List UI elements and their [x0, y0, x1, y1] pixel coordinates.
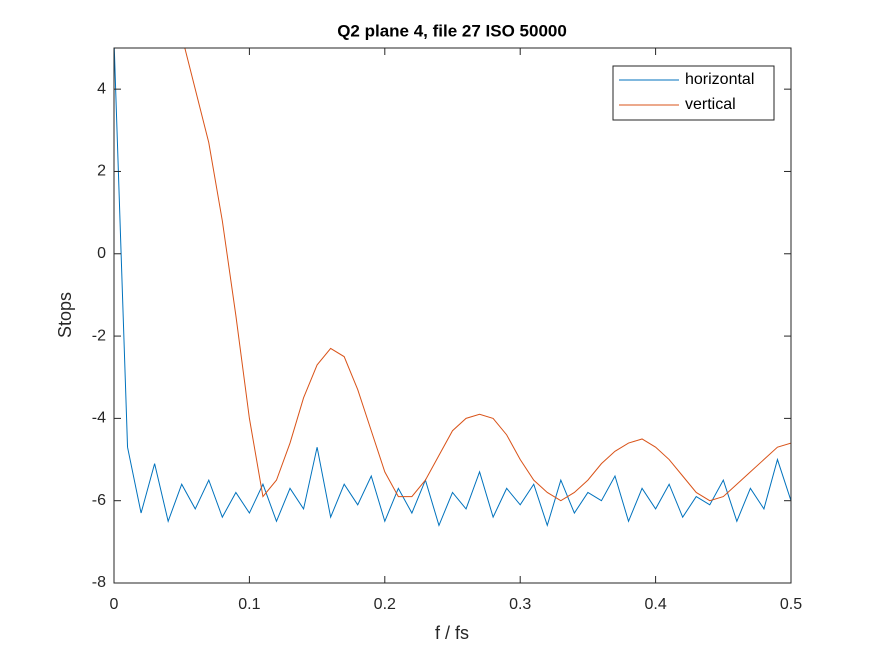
x-tick-label: 0	[110, 596, 119, 613]
series-line	[114, 48, 791, 528]
y-tick-label: 4	[97, 80, 106, 97]
chart-title: Q2 plane 4, file 27 ISO 50000	[337, 21, 567, 40]
x-tick-label: 0.5	[780, 596, 802, 613]
y-tick-label: -8	[92, 574, 106, 591]
y-tick-label: 2	[97, 163, 106, 180]
x-tick-label: 0.1	[238, 596, 260, 613]
x-tick-label: 0.3	[509, 596, 531, 613]
legend-box	[612, 65, 775, 121]
plot-lines	[114, 48, 791, 528]
legend-label: vertical	[685, 96, 736, 113]
plot-frame	[113, 47, 792, 584]
y-tick-label: -4	[92, 410, 106, 427]
series-line	[184, 48, 791, 502]
x-tick-label: 0.4	[644, 596, 666, 613]
x-axis-label: f / fs	[435, 623, 469, 643]
x-tick-label: 0.2	[374, 596, 396, 613]
y-axis-label: Stops	[55, 292, 75, 338]
legend-label: horizontal	[685, 71, 754, 88]
y-tick-label: -2	[92, 327, 106, 344]
y-tick-label: 0	[97, 245, 106, 262]
y-tick-label: -6	[92, 492, 106, 509]
